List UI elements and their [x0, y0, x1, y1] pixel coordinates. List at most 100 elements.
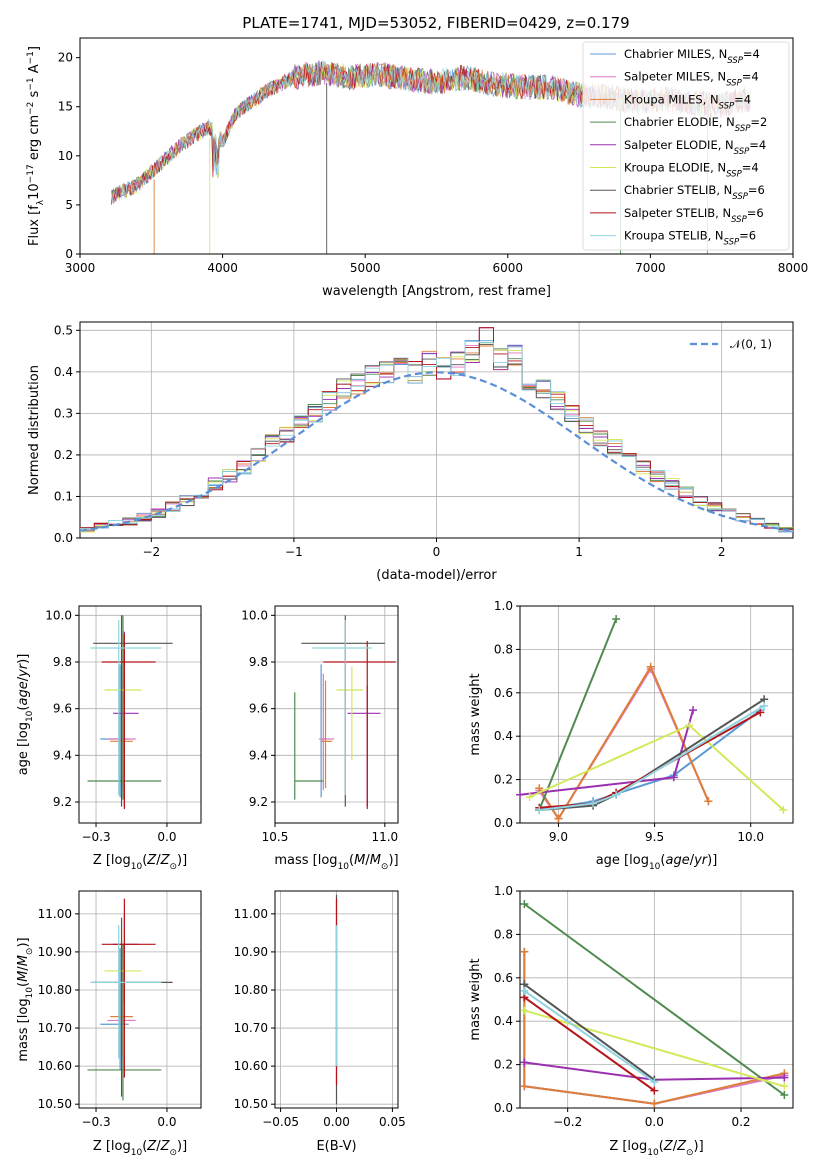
- age-vs-z-xlabel: Z [log10(Z/Z⊙)]: [93, 853, 187, 872]
- x-tick-label: 4000: [207, 261, 238, 275]
- y-tick-label: 11.00: [234, 907, 268, 921]
- y-tick-label: 10.60: [234, 1059, 268, 1073]
- legend-label-4: Salpeter ELODIE, NSSP=4: [624, 138, 766, 157]
- age-vs-z-axes: −0.3 0.0 9.2 9.4 9.6 9.8 10.0: [45, 605, 202, 844]
- y-tick-label: 10.60: [38, 1059, 72, 1073]
- legend-label-part: SSP: [719, 101, 735, 111]
- y-tick-label: 0.0: [494, 816, 513, 830]
- y-tick-label: 11.00: [38, 907, 72, 921]
- x-tick-label: 8000: [778, 261, 809, 275]
- legend-label-part: Salpeter MILES, N: [624, 70, 726, 84]
- x-tick-label: 7000: [635, 261, 666, 275]
- spectrum-ylabel-part: A: [27, 64, 42, 77]
- weight-vs-age-xlabel-part: yr: [693, 853, 709, 868]
- x-tick-label: 11.0: [371, 830, 398, 844]
- y-tick-label: 9.4: [249, 748, 268, 762]
- age-vs-mass-xlabel-part: mass [log: [274, 853, 337, 868]
- age-vs-z-ylabel: age [log10(age/yr)]: [16, 654, 35, 776]
- y-tick-label: 0.5: [54, 323, 73, 337]
- age-vs-z-ylabel-part: age [log: [16, 722, 31, 775]
- weight-vs-age-marker: [704, 797, 713, 806]
- age-vs-z-xlabel-part: (: [142, 853, 147, 868]
- mass-vs-z-ylabel-part: (: [16, 982, 31, 987]
- legend-label-part: SSP: [735, 124, 751, 134]
- mass-vs-z-xlabel-part: /: [156, 1139, 161, 1154]
- weight-vs-z-marker: [520, 1006, 529, 1015]
- mass-vs-z-ylabel-part: M: [16, 971, 31, 982]
- x-tick-label: 1: [575, 545, 583, 559]
- weight-vs-z-marker: [520, 1082, 529, 1091]
- weight-vs-z-frame: [519, 890, 794, 1109]
- weight-vs-z-xlabel-part: Z [log: [609, 1139, 647, 1154]
- y-tick-label: 0.2: [494, 1058, 513, 1072]
- weight-vs-age-series-8: [539, 704, 765, 811]
- weight-vs-age-marker: [589, 799, 598, 808]
- mass-vs-ebv-axes: −0.05 0.00 0.05 10.50 10.60 10.70 10.80 10.90 11…: [234, 890, 406, 1129]
- weight-vs-z-xlabel: Z [log10(Z/Z⊙)]: [609, 1139, 703, 1158]
- y-tick-label: 9.6: [53, 702, 72, 716]
- mass-vs-z-xlabel-part: 10: [131, 1148, 143, 1158]
- age-vs-z-ylabel-part: /: [16, 676, 31, 681]
- weight-vs-age-marker: [689, 706, 698, 715]
- age-vs-z-xlabel-part: /: [156, 853, 161, 868]
- x-tick-label: 0.0: [157, 1115, 176, 1129]
- y-tick-label: 0.6: [494, 971, 513, 985]
- x-tick-label: 10.0: [737, 830, 764, 844]
- y-tick-label: 10.90: [38, 945, 72, 959]
- weight-vs-z-series-6: [523, 983, 655, 1081]
- y-tick-label: 0.3: [54, 406, 73, 420]
- weight-vs-age-axes: 9.0 9.5 10.0 0.0 0.2 0.4 0.6 0.8 1.0: [494, 599, 794, 844]
- weight-vs-age-marker: [525, 792, 534, 801]
- weight-vs-age-ylabel: mass weight: [468, 673, 483, 755]
- x-tick-label: 6000: [493, 261, 524, 275]
- age-vs-mass-xlabel-part: /: [365, 853, 370, 868]
- x-tick-label: 3000: [65, 261, 96, 275]
- age-vs-z-frame: [78, 605, 202, 824]
- legend-label-part: =4: [742, 161, 759, 175]
- weight-vs-age-frame: [519, 605, 794, 824]
- spectrum-ylabel-part: Flux [f: [27, 205, 42, 246]
- weight-vs-z-ylabel: mass weight: [468, 958, 483, 1040]
- x-tick-label: 0.0: [157, 830, 176, 844]
- y-tick-label: 10.80: [234, 983, 268, 997]
- legend-label-part: SSP: [734, 147, 750, 157]
- legend-label-part: SSP: [726, 170, 742, 180]
- weight-vs-age-ylabel-part: mass weight: [468, 673, 483, 755]
- age-vs-mass-xlabel-part: M: [370, 853, 381, 868]
- residuals-xlabel-part: (data-model)/error: [376, 568, 497, 583]
- y-tick-label: 0.0: [494, 1101, 513, 1115]
- weight-vs-z-marker: [520, 947, 529, 956]
- mass-vs-z-axes: −0.3 0.0 10.50 10.60 10.70 10.80 10.90 11.00: [38, 890, 202, 1129]
- legend-label-part: SSP: [727, 56, 743, 66]
- legend-label-6: Chabrier STELIB, NSSP=6: [624, 183, 765, 202]
- legend-label-part: =6: [747, 206, 764, 220]
- x-tick-label: 10.5: [262, 830, 289, 844]
- spectrum-xlabel-part: wavelength [Angstrom, rest frame]: [322, 284, 551, 299]
- y-tick-label: 9.4: [53, 748, 72, 762]
- y-tick-label: 10.0: [45, 608, 72, 622]
- weight-vs-z-xlabel-part: )]: [694, 1139, 704, 1154]
- mass-vs-ebv-xlabel: E(B-V): [316, 1139, 356, 1154]
- weight-vs-z-marker: [650, 1086, 659, 1095]
- x-tick-label: 5000: [350, 261, 381, 275]
- y-tick-label: 0.2: [54, 448, 73, 462]
- weight-vs-z-marker: [780, 1073, 789, 1082]
- weight-vs-age-marker: [612, 790, 621, 799]
- legend-label-part: =4: [743, 47, 760, 61]
- spectrum-ylabel-part: 10: [27, 183, 42, 200]
- y-tick-label: 10.80: [38, 983, 72, 997]
- legend-label-0: Chabrier MILES, NSSP=4: [624, 47, 760, 66]
- legend-label-part: Salpeter ELODIE, N: [624, 138, 734, 152]
- mass-vs-ebv-frame: [274, 890, 399, 1109]
- mass-vs-z-xlabel-part: Z: [146, 1139, 157, 1154]
- y-tick-label: 9.2: [53, 795, 72, 809]
- spectrum-frame-top: [79, 37, 794, 255]
- mass-vs-z-ylabel-part: M: [16, 955, 31, 966]
- x-tick-label: −0.05: [262, 1115, 299, 1129]
- legend-label-part: Kroupa ELODIE, N: [624, 161, 726, 175]
- y-tick-label: 0.6: [494, 686, 513, 700]
- weight-vs-age-marker: [535, 784, 544, 793]
- mass-vs-z-ylabel-part: 10: [25, 987, 35, 999]
- age-vs-z-xlabel-part: )]: [177, 853, 187, 868]
- weight-vs-z-marker: [780, 1082, 789, 1091]
